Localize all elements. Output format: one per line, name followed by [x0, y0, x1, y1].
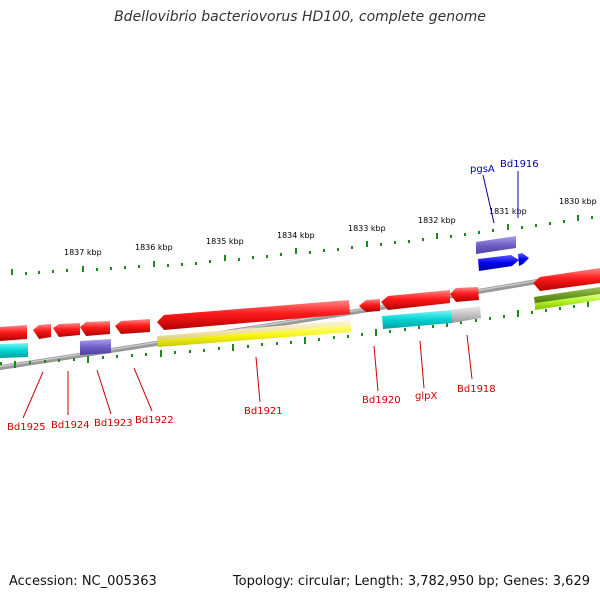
forward-strand-genes[interactable] — [476, 236, 529, 271]
gene-label-pgsA[interactable]: pgsA — [470, 164, 495, 175]
gene-Bd1926[interactable] — [0, 325, 27, 341]
gene-label-Bd1924[interactable]: Bd1924 — [51, 420, 90, 431]
gene-Bd1917-feature-lime[interactable] — [535, 294, 600, 310]
gene-Bd1917[interactable] — [533, 268, 600, 291]
reverse-strand-genes[interactable] — [0, 268, 600, 358]
gene-Bd1924[interactable] — [53, 323, 80, 337]
scale-label: 1831 kbp — [489, 207, 527, 216]
scale-label: 1832 kbp — [418, 216, 456, 225]
gene-Bd1917-feature-olive[interactable] — [534, 287, 600, 305]
gene-label-glpX[interactable]: glpX — [415, 391, 437, 402]
gene-pgsA-feature[interactable] — [476, 236, 516, 254]
leader-Bd1920 — [373, 345, 379, 392]
leader-Bd1925 — [22, 371, 44, 419]
gene-Bd1918[interactable] — [450, 287, 479, 302]
scale-label: 1836 kbp — [135, 243, 173, 252]
gene-label-Bd1922[interactable]: Bd1922 — [135, 415, 174, 426]
outer-tick-row — [11, 215, 593, 275]
gene-Bd1918-feature[interactable] — [451, 306, 481, 323]
scale-label: 1830 kbp — [559, 197, 597, 206]
gene-glpX-feature[interactable] — [382, 310, 452, 329]
gene-Bd1921[interactable] — [157, 300, 350, 330]
gene-Bd1926-feature[interactable] — [0, 343, 28, 358]
scale-label: 1834 kbp — [277, 231, 315, 240]
scale-label: 1833 kbp — [348, 224, 386, 233]
scale-labels: 1837 kbp 1836 kbp 1835 kbp 1834 kbp 1833… — [64, 197, 597, 257]
leader-Bd1922 — [133, 367, 153, 412]
inner-tick-row — [0, 300, 589, 368]
gene-label-Bd1921[interactable]: Bd1921 — [244, 406, 283, 417]
gene-label-Bd1923[interactable]: Bd1923 — [94, 418, 133, 429]
accession-text: Accession: NC_005363 — [9, 574, 157, 589]
gene-Bd1923[interactable] — [80, 321, 110, 336]
gene-label-Bd1925[interactable]: Bd1925 — [7, 422, 46, 433]
gene-labels: pgsA Bd1916 Bd1925 Bd1924 Bd1923 Bd1922 … — [7, 159, 539, 433]
map-title: Bdellovibrio bacteriovorus HD100, comple… — [114, 9, 486, 25]
gene-Bd1921-feature-yellow[interactable] — [158, 325, 351, 347]
gene-Bd1923-feature[interactable] — [80, 339, 111, 355]
gene-Bd1920[interactable] — [359, 299, 380, 312]
gene-Bd1922[interactable] — [115, 319, 150, 334]
scale-label: 1835 kbp — [206, 237, 244, 246]
scale-label: 1837 kbp — [64, 248, 102, 257]
leader-Bd1921 — [255, 356, 261, 403]
leader-glpX — [419, 340, 425, 389]
label-leaders — [22, 171, 519, 419]
gene-glpX[interactable] — [381, 290, 450, 310]
gene-Bd1916[interactable] — [518, 253, 529, 266]
gene-Bd1925[interactable] — [33, 324, 51, 339]
gene-label-Bd1916[interactable]: Bd1916 — [500, 159, 539, 170]
gene-label-Bd1920[interactable]: Bd1920 — [362, 395, 401, 406]
leader-Bd1918 — [466, 334, 473, 380]
leader-pgsA — [482, 174, 495, 224]
gene-label-Bd1918[interactable]: Bd1918 — [457, 384, 496, 395]
leader-Bd1923 — [96, 369, 112, 415]
gene-pgsA[interactable] — [478, 255, 519, 271]
genome-summary-text: Topology: circular; Length: 3,782,950 bp… — [232, 574, 590, 589]
